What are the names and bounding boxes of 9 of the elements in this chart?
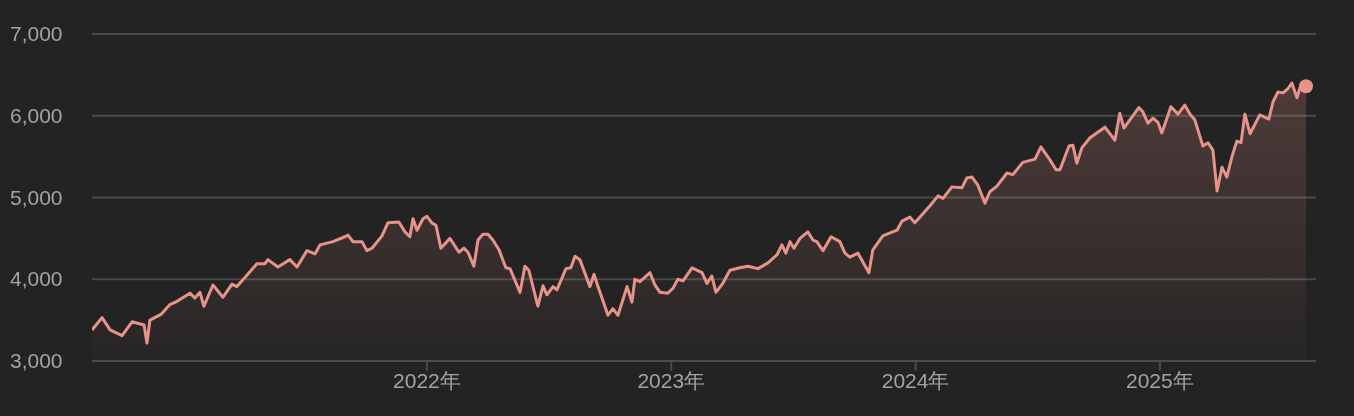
y-tick-label: 6,000 bbox=[10, 103, 63, 127]
y-tick-label: 5,000 bbox=[10, 185, 63, 209]
x-tick-label: 2024年 bbox=[881, 368, 950, 392]
x-tick-label: 2022年 bbox=[393, 368, 461, 392]
x-tick-label: 2025年 bbox=[1126, 368, 1194, 392]
y-tick-label: 7,000 bbox=[10, 22, 63, 45]
x-tick-label: 2023年 bbox=[637, 368, 706, 392]
y-tick-label: 4,000 bbox=[10, 267, 63, 291]
y-tick-label: 3,000 bbox=[10, 349, 63, 372]
